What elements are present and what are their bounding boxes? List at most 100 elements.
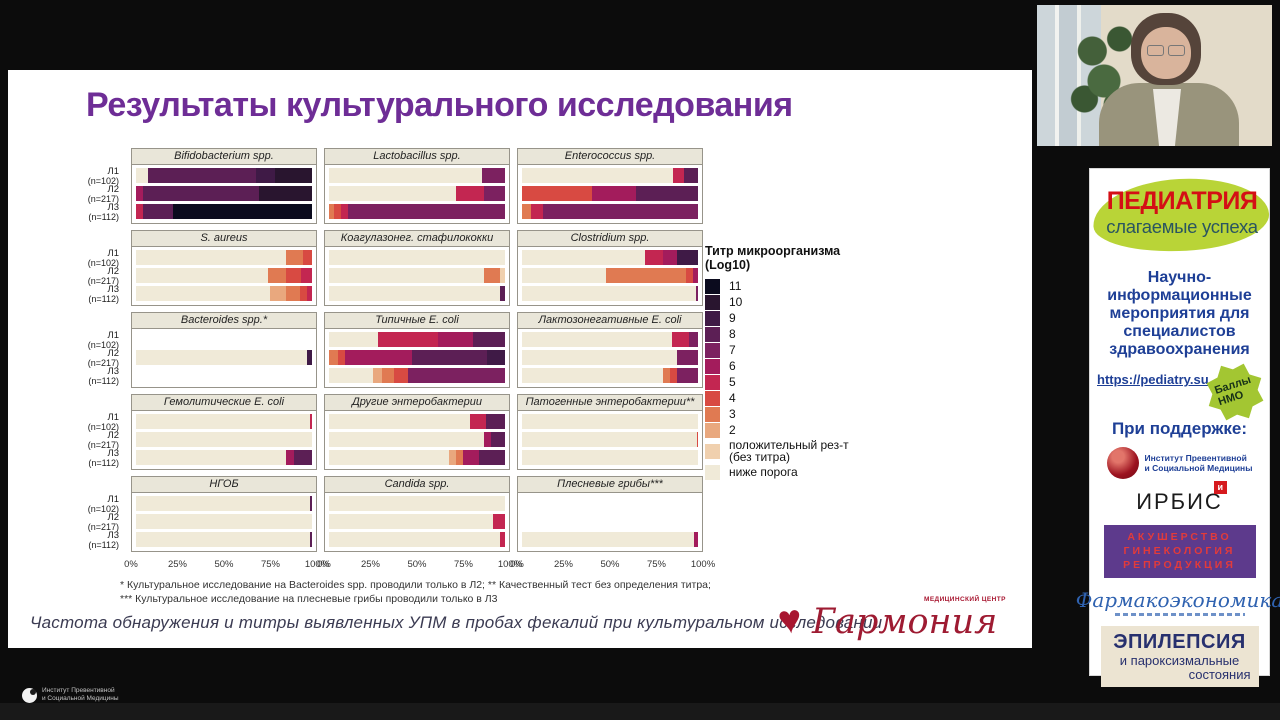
legend-item: 10: [705, 294, 885, 310]
stacked-bar: [522, 268, 698, 283]
stacked-bar: [522, 250, 698, 265]
bar-segment: [285, 268, 302, 283]
stacked-bar: [329, 450, 505, 465]
bar-segment: [683, 168, 698, 183]
legend-label: 9: [729, 310, 736, 325]
stacked-bar: [329, 186, 505, 201]
axis-spacer: [80, 558, 124, 572]
x-tick-label: 100%: [497, 559, 523, 570]
bar-segment: [676, 250, 698, 265]
bar-segment: [269, 286, 286, 301]
bar-segment: [473, 332, 505, 347]
chart-panel: Патогенные энтеробактерии**: [517, 394, 703, 470]
stacked-bar: [136, 432, 312, 447]
bar-segment: [329, 186, 456, 201]
row-label: Л1 (n=102): [80, 413, 124, 431]
bar-segment: [136, 532, 311, 547]
bar-segment: [522, 250, 646, 265]
bar-segment: [487, 350, 505, 365]
stacked-bar: [522, 168, 698, 183]
chart-panel: Clostridium spp.: [517, 230, 703, 306]
bar-segment: [676, 350, 698, 365]
n-label: (n=102): [87, 257, 119, 268]
bar-segment: [136, 286, 270, 301]
bar-segment: [522, 532, 695, 547]
legend-swatch: [705, 464, 720, 480]
pediatry-link[interactable]: https://pediatry.su: [1097, 372, 1209, 388]
bar-segment: [275, 168, 312, 183]
bar-segment: [499, 286, 505, 301]
x-tick-label: 100%: [304, 559, 330, 570]
bar-segment: [172, 204, 312, 219]
bar-segment: [522, 350, 677, 365]
stacked-bar: [329, 350, 505, 365]
bar-segment: [378, 332, 439, 347]
panel-title: Bifidobacterium spp.: [132, 149, 316, 165]
bar-segment: [492, 514, 505, 529]
bar-segment: [303, 250, 312, 265]
chart-area: Л1 (n=102) Л2 (n=217) Л3 (n=112) Bifidobacteri…: [80, 148, 1020, 588]
lot-label: Л3: [107, 448, 119, 459]
bar-segment: [522, 286, 697, 301]
bar-segment: [329, 168, 483, 183]
legend-item: 8: [705, 326, 885, 342]
bar-segment: [522, 414, 698, 429]
bar-segment: [329, 368, 373, 383]
bar-segment: [697, 432, 698, 447]
lot-label: Л2: [107, 430, 119, 441]
panel-title: НГОБ: [132, 477, 316, 493]
chart-panel: Enterococcus spp.: [517, 148, 703, 224]
epi-line: и пароксизмальные: [1119, 653, 1240, 669]
stacked-bar: [136, 186, 312, 201]
row-label: Л3 (n=112): [80, 285, 124, 303]
bar-segment: [462, 450, 479, 465]
bar-segment: [522, 186, 593, 201]
bar-segment: [530, 204, 544, 219]
chart-panel: Lactobacillus spp.: [324, 148, 510, 224]
legend-item: 9: [705, 310, 885, 326]
panel-title: Clostridium spp.: [518, 231, 702, 247]
epi-line: состояния: [1188, 666, 1251, 682]
stacked-bar: [522, 532, 698, 547]
x-tick-label: 75%: [453, 559, 474, 570]
row-label: Л3 (n=112): [80, 203, 124, 221]
bar-segment: [662, 368, 670, 383]
ipsm-logo: Институт Превентивной и Социальной Медици…: [1106, 447, 1252, 480]
bar-segment: [329, 204, 335, 219]
bar-segment: [455, 186, 484, 201]
panel-title: Гемолитические E. coli: [132, 395, 316, 411]
bottom-strip: [0, 703, 1280, 720]
panel-title: Плесневые грибы***: [518, 477, 702, 493]
bar-segment: [522, 268, 607, 283]
panel-body: [132, 247, 316, 304]
legend-items: 11 10 9 8 7 6 5 4 3 2 положительный рез-т (без тит…: [705, 278, 885, 480]
legend-swatch: [705, 310, 720, 326]
legend-label: 11: [729, 278, 742, 293]
chart-footnotes: * Культуральное исследование на Bacteroi…: [120, 578, 711, 606]
bar-segment: [285, 286, 300, 301]
lot-label: Л3: [107, 284, 119, 295]
stacked-bar: [522, 368, 698, 383]
stacked-bar: [522, 204, 698, 219]
row-label: Л1 (n=102): [80, 331, 124, 349]
panel-body: [132, 165, 316, 222]
bar-segment: [301, 268, 312, 283]
bar-segment: [255, 168, 276, 183]
legend-swatch: [705, 390, 720, 406]
slide-title: Результаты культурального исследования: [86, 86, 793, 124]
bar-segment: [490, 432, 505, 447]
panel-title: Lactobacillus spp.: [325, 149, 509, 165]
n-label: (n=217): [87, 521, 119, 532]
stacked-bar: [522, 186, 698, 201]
row-label: Л2 (n=217): [80, 349, 124, 367]
panel-body: [325, 411, 509, 468]
lot-label: Л2: [107, 512, 119, 523]
bar-segment: [136, 268, 268, 283]
bar-segment: [522, 204, 531, 219]
legend-label: 5: [729, 374, 736, 389]
bar-segment: [299, 286, 307, 301]
stacked-bar: [329, 414, 505, 429]
bar-segment: [341, 204, 349, 219]
bar-segment: [606, 268, 686, 283]
